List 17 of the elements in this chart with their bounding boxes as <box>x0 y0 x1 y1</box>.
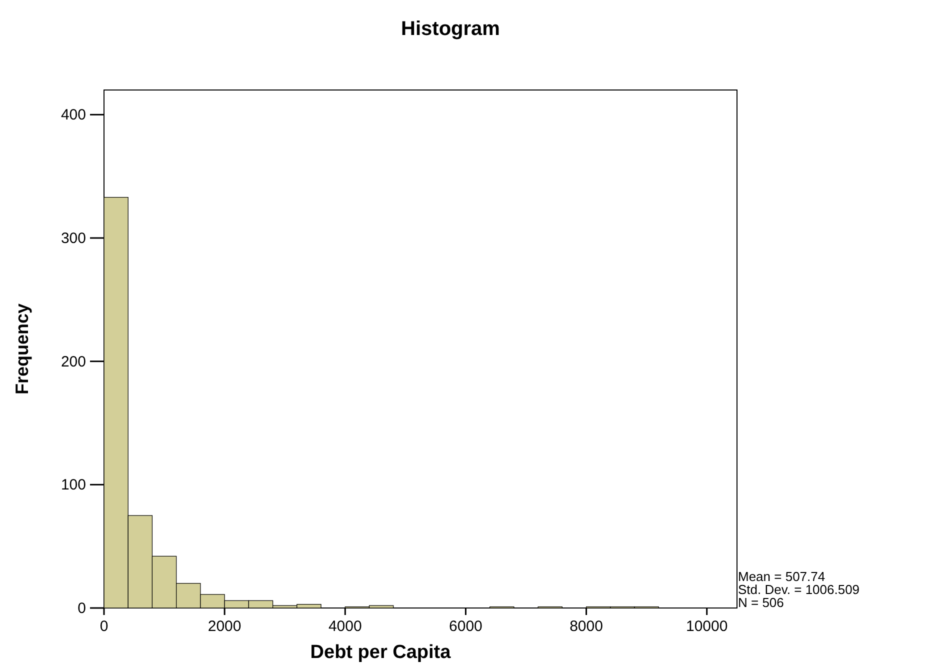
x-tick-label: 10000 <box>686 618 728 635</box>
x-tick-label: 6000 <box>449 618 482 635</box>
x-tick-label: 0 <box>100 618 108 635</box>
text: Mean = 507.74 <box>738 569 826 584</box>
y-tick-label: 100 <box>60 476 86 494</box>
y-axis-title: Frequency <box>12 303 32 395</box>
text: Std. Dev. = 1006.509 <box>738 582 860 597</box>
y-tick-label: 400 <box>60 106 86 124</box>
y-tick-label: 200 <box>60 353 86 370</box>
x-tick-label: 8000 <box>570 618 603 635</box>
text: N = 506 <box>738 595 784 610</box>
chart-title: Histogram <box>401 18 500 40</box>
y-tick-label: 0 <box>78 600 86 617</box>
x-tick-label: 4000 <box>328 618 362 635</box>
x-axis-title: Debt per Capita <box>310 642 452 663</box>
y-tick-label: 300 <box>60 230 86 247</box>
x-tick-label: 2000 <box>208 618 242 635</box>
